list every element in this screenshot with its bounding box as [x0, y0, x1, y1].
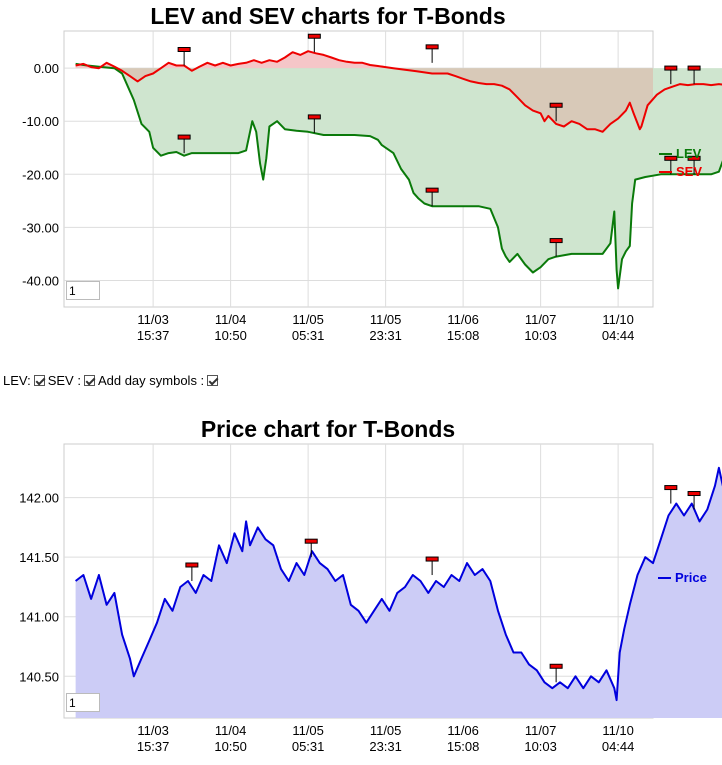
lev-sev-page-input[interactable]: 1	[66, 281, 100, 300]
sev-checkbox-label: SEV :	[47, 373, 81, 388]
lev-sev-x-tick-label: 11/05	[292, 312, 324, 327]
lev-sev-x-tick-label: 11/04	[215, 312, 247, 327]
price-line-price	[74, 466, 722, 702]
legend-price: Price	[658, 570, 707, 585]
price-x-tick-label: 11/04	[215, 723, 247, 738]
legend-price-swatch	[658, 576, 671, 579]
lev-sev-x-tick-label: 15:08	[447, 328, 480, 343]
lev-sev-line-lev	[75, 62, 722, 290]
lev-sev-day-marker	[425, 187, 439, 207]
lev-sev-x-tick-label: 11/07	[525, 312, 557, 327]
price-x-tick-label: 11/05	[292, 723, 324, 738]
lev-sev-y-tick-label: -40.00	[22, 273, 59, 288]
lev-sev-x-tick-label: 10:03	[524, 328, 557, 343]
legend-sev: SEV	[659, 164, 702, 179]
lev-sev-x-tick-label: 11/10	[602, 312, 634, 327]
lev-sev-y-tick-label: -20.00	[22, 167, 59, 182]
legend-sev-swatch	[659, 170, 672, 173]
price-x-tick-label: 11/10	[602, 723, 634, 738]
lev-sev-line-sev	[75, 50, 722, 133]
price-day-marker	[185, 562, 199, 581]
day-symbols-checkbox[interactable]	[207, 375, 219, 386]
price-x-tick-label: 05:31	[292, 739, 325, 754]
price-page-input[interactable]: 1	[66, 693, 100, 712]
price-series-lines	[74, 466, 722, 702]
price-x-tick-label: 11/06	[447, 723, 479, 738]
price-x-tick-label: 11/05	[370, 723, 402, 738]
lev-sev-x-tick-label: 10:50	[214, 328, 247, 343]
lev-sev-day-marker	[307, 114, 321, 133]
lev-sev-day-marker	[549, 238, 563, 257]
lev-sev-day-marker	[549, 102, 563, 122]
lev-sev-chart: 0.00-10.00-20.00-30.00-40.0011/0315:3711…	[22, 30, 722, 343]
lev-sev-area-sev-negative	[98, 68, 653, 132]
day-symbols-checkbox-label: Add day symbols :	[97, 373, 205, 388]
lev-sev-day-marker	[177, 134, 191, 154]
lev-sev-chart-title: LEV and SEV charts for T-Bonds	[150, 3, 506, 29]
price-x-tick-label: 10:03	[524, 739, 557, 754]
price-y-tick-label: 141.50	[19, 550, 59, 565]
price-x-tick-label: 04:44	[602, 739, 635, 754]
price-chart-title: Price chart for T-Bonds	[200, 416, 456, 442]
lev-sev-day-marker	[687, 65, 701, 85]
sev-checkbox[interactable]	[83, 375, 95, 386]
price-day-marker	[687, 491, 701, 510]
lev-sev-x-tick-label: 11/03	[137, 312, 169, 327]
lev-sev-x-tick-label: 11/05	[370, 312, 402, 327]
price-x-tick-label: 23:31	[369, 739, 402, 754]
price-day-marker	[304, 538, 318, 558]
lev-sev-y-tick-label: -10.00	[22, 114, 59, 129]
lev-sev-x-tick-label: 05:31	[292, 328, 325, 343]
price-axis-labels: 142.00141.50141.00140.5011/0315:3711/041…	[19, 491, 634, 754]
lev-sev-axis-labels: 0.00-10.00-20.00-30.00-40.0011/0315:3711…	[22, 61, 634, 343]
lev-checkbox-label: LEV:	[3, 373, 31, 388]
lev-sev-x-tick-label: 15:37	[137, 328, 170, 343]
price-x-tick-label: 11/07	[525, 723, 557, 738]
lev-sev-y-tick-label: -30.00	[22, 220, 59, 235]
price-day-markers	[185, 485, 701, 683]
lev-sev-day-marker	[687, 155, 701, 175]
lev-sev-y-tick-label: 0.00	[34, 61, 59, 76]
lev-sev-day-markers	[177, 33, 701, 257]
lev-sev-day-marker	[425, 44, 439, 63]
legend-sev-label: SEV	[676, 164, 703, 179]
legend-price-label: Price	[675, 570, 707, 585]
lev-sev-x-tick-label: 11/06	[447, 312, 479, 327]
price-x-tick-label: 15:37	[137, 739, 170, 754]
lev-sev-x-tick-label: 04:44	[602, 328, 635, 343]
price-x-tick-label: 10:50	[214, 739, 247, 754]
price-x-tick-label: 11/03	[137, 723, 169, 738]
legend-lev-swatch	[659, 152, 672, 155]
price-y-tick-label: 141.00	[19, 610, 59, 625]
lev-sev-series-lines	[75, 50, 722, 290]
legend-lev: LEV	[659, 146, 701, 161]
price-y-tick-label: 140.50	[19, 669, 59, 684]
lev-sev-day-marker	[177, 47, 191, 66]
chart-controls: LEV: SEV : Add day symbols :	[3, 373, 221, 388]
legend-lev-label: LEV	[676, 146, 702, 161]
lev-sev-day-marker	[307, 33, 321, 53]
price-x-tick-label: 15:08	[447, 739, 480, 754]
lev-sev-day-marker	[664, 65, 678, 85]
price-y-tick-label: 142.00	[19, 491, 59, 506]
lev-checkbox[interactable]	[33, 375, 45, 386]
price-day-marker	[664, 485, 678, 504]
price-day-marker	[549, 663, 563, 683]
lev-sev-x-tick-label: 23:31	[369, 328, 402, 343]
price-day-marker	[425, 556, 439, 576]
